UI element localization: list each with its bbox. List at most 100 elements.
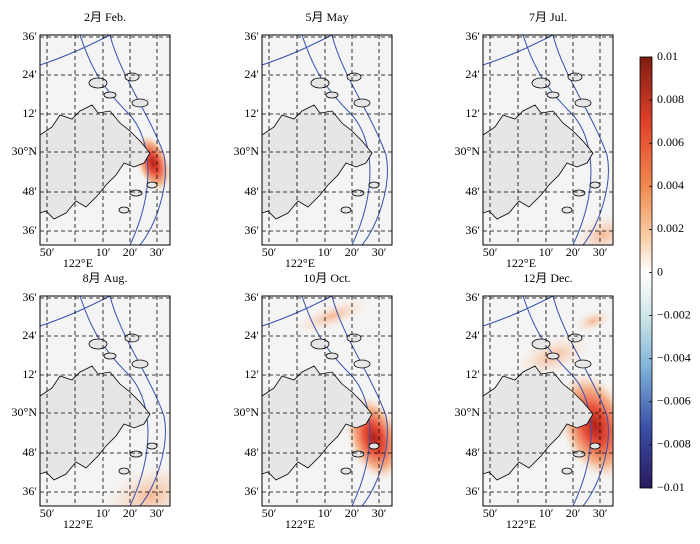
x-tick-label: 30′ — [593, 245, 608, 259]
y-tick-label: 36′ — [465, 29, 480, 43]
y-tick-label: 48′ — [244, 184, 259, 198]
y-tick-label: 24′ — [244, 67, 259, 81]
panel-title: 8月 Aug. — [83, 271, 128, 285]
map-content — [262, 296, 392, 506]
colorbar-tick-label: 0.004 — [657, 178, 684, 192]
y-tick-label: 36′ — [244, 29, 259, 43]
x-tick-label: 20′ — [566, 245, 581, 259]
colorbar-tick-label: −0.004 — [657, 350, 691, 364]
island — [531, 338, 551, 350]
x-tick-label: 50′ — [40, 506, 55, 520]
anomaly-field — [101, 463, 170, 506]
contour-line — [262, 296, 333, 327]
island — [351, 450, 365, 458]
map-panel: 12月 Dec.36′24′12′30°N48′36′50′122°E10′ 20… — [455, 271, 614, 531]
island — [589, 181, 601, 189]
island — [572, 450, 586, 458]
x-tick-label: 50′ — [40, 245, 55, 259]
landmass — [262, 365, 373, 481]
island — [103, 91, 117, 99]
x-tick-label: 50′ — [262, 506, 277, 520]
island — [310, 338, 330, 350]
panel-title: 10月 Oct. — [303, 271, 350, 285]
island — [574, 98, 592, 108]
panel-frame — [261, 34, 393, 246]
y-tick-label: 36′ — [465, 290, 480, 304]
y-tick-label: 30°N — [455, 144, 481, 158]
island — [353, 98, 371, 108]
island — [88, 338, 108, 350]
island — [351, 189, 365, 197]
x-tick-label: 10′ — [539, 506, 554, 520]
y-tick-label: 30°N — [234, 405, 260, 419]
island — [546, 91, 560, 99]
island — [567, 333, 583, 343]
x-tick-label: 122°E — [63, 256, 93, 270]
x-tick-label: 10′ — [318, 245, 333, 259]
y-tick-label: 36′ — [22, 223, 37, 237]
panel-frame — [39, 34, 171, 246]
island — [546, 352, 560, 360]
y-tick-label: 30°N — [12, 144, 38, 158]
map-panel: 7月 Jul.36′24′12′30°N48′36′50′122°E10′ 20′… — [455, 10, 614, 270]
x-tick-label: 122°E — [63, 517, 93, 531]
x-tick-label: 30′ — [372, 506, 387, 520]
x-tick-label: 30′ — [150, 245, 165, 259]
contour-line — [301, 296, 371, 506]
x-tick-label: 122°E — [506, 517, 536, 531]
panel-title: 2月 Feb. — [84, 10, 126, 24]
map-panel: 8月 Aug.36′24′12′30°N48′36′50′122°E10′ 20′… — [12, 271, 171, 531]
map-content — [40, 35, 170, 245]
y-tick-label: 48′ — [22, 184, 37, 198]
map-panel: 10月 Oct.36′24′12′30°N48′36′50′122°E10′ 20… — [234, 271, 393, 531]
colorbar-tick-label: −0.002 — [657, 307, 691, 321]
colorbar-tick-label: −0.006 — [657, 394, 691, 408]
x-tick-label: 50′ — [262, 245, 277, 259]
island — [353, 359, 371, 369]
island — [346, 72, 362, 82]
y-tick-label: 12′ — [465, 367, 480, 381]
island — [589, 442, 601, 450]
y-tick-label: 30°N — [12, 405, 38, 419]
contour-line — [262, 35, 333, 66]
x-tick-label: 20′ — [345, 506, 360, 520]
y-tick-label: 12′ — [22, 106, 37, 120]
colorbar-tick-label: −0.008 — [657, 437, 691, 451]
island — [574, 359, 592, 369]
y-tick-label: 24′ — [22, 67, 37, 81]
contour-line — [109, 35, 166, 245]
island — [561, 467, 573, 475]
x-tick-label: 20′ — [123, 506, 138, 520]
x-tick-label: 122°E — [285, 517, 315, 531]
y-tick-label: 36′ — [244, 223, 259, 237]
y-tick-label: 48′ — [465, 445, 480, 459]
anomaly-field — [573, 309, 613, 333]
contour-line — [483, 35, 554, 66]
x-tick-label: 122°E — [285, 256, 315, 270]
y-tick-label: 30°N — [455, 405, 481, 419]
landmass — [483, 365, 594, 481]
map-panel: 2月 Feb.36′24′12′30°N48′36′50′122°E10′ 20′… — [12, 10, 171, 270]
colorbar-tick-label: 0.01 — [657, 49, 678, 63]
contour-line — [79, 35, 149, 245]
y-tick-label: 36′ — [22, 484, 37, 498]
colorbar-tick-label: 0.006 — [657, 135, 684, 149]
y-tick-label: 12′ — [244, 106, 259, 120]
y-tick-label: 36′ — [244, 290, 259, 304]
island — [118, 206, 130, 214]
island — [368, 181, 380, 189]
contour-line — [40, 35, 111, 66]
contour-line — [483, 296, 554, 327]
colorbar-tick-label: 0 — [657, 264, 663, 278]
y-tick-label: 30°N — [234, 144, 260, 158]
y-tick-label: 24′ — [465, 67, 480, 81]
x-tick-label: 20′ — [566, 506, 581, 520]
panel-title: 5月 May — [306, 10, 349, 24]
panel-frame — [482, 34, 614, 246]
island — [325, 352, 339, 360]
map-content — [262, 35, 392, 245]
island — [567, 72, 583, 82]
panel-title: 7月 Jul. — [529, 10, 567, 24]
y-tick-label: 12′ — [465, 106, 480, 120]
